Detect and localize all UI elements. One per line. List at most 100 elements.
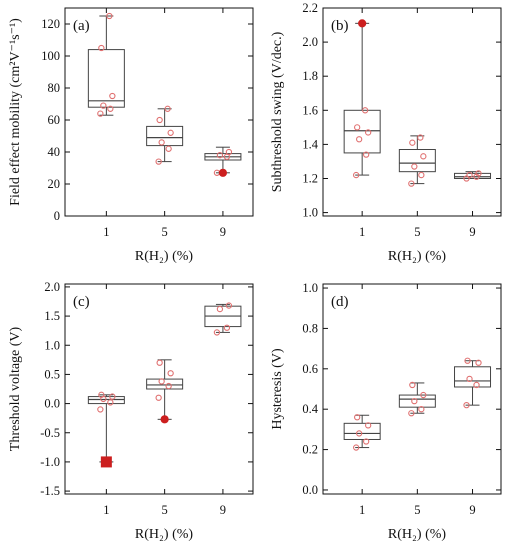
data-point <box>107 105 114 112</box>
y-axis-title: Threshold voltage (V) <box>8 326 23 451</box>
data-point <box>362 107 369 114</box>
y-tick-label: 0.0 <box>44 397 60 411</box>
data-point <box>106 12 113 20</box>
data-point <box>365 129 372 136</box>
box <box>146 378 184 390</box>
data-point <box>356 136 363 143</box>
data-point <box>363 438 370 445</box>
y-axis-title: Subthreshold swing (V/dec.) <box>270 31 285 192</box>
data-point <box>353 444 360 451</box>
y-tick-label: 1.0 <box>302 281 318 295</box>
chart-panel-b: 1.0 1.2 1.4 1.6 1.8 2.0 2.2 1 5 9 R(H₂) (%) Subthre… <box>270 1 502 264</box>
data-point <box>158 139 165 146</box>
data-point <box>97 406 104 413</box>
y-tick-label: 0.6 <box>302 362 318 376</box>
box <box>343 422 381 440</box>
y-tick-label: 1.5 <box>44 309 60 323</box>
data-point <box>164 105 171 112</box>
data-point <box>365 422 372 429</box>
y-tick-label: 120 <box>41 17 60 31</box>
box <box>146 125 184 147</box>
x-tick-label: 5 <box>414 225 420 239</box>
data-point <box>418 171 425 179</box>
x-tick-label: 1 <box>103 503 109 517</box>
data-point <box>409 381 416 389</box>
y-tick-label: 0.5 <box>44 367 60 381</box>
data-point <box>155 394 162 401</box>
y-tick-label: 2.0 <box>44 280 60 294</box>
y-tick-label: 0.4 <box>302 402 318 416</box>
data-point <box>107 399 114 406</box>
y-tick-label: -1.0 <box>40 455 60 469</box>
x-axis-title: R(H₂) (%) <box>388 249 446 264</box>
data-point <box>213 329 221 336</box>
box-group <box>146 105 184 165</box>
panel-label: (a) <box>73 18 90 34</box>
plot-frame <box>322 283 502 495</box>
y-tick-label: 1.0 <box>44 338 60 352</box>
y-tick-label: 1.4 <box>302 137 318 151</box>
data-point <box>473 381 480 389</box>
y-tick-label: 60 <box>48 113 61 127</box>
data-point <box>475 359 482 366</box>
data-point <box>463 402 470 409</box>
outlier-point <box>358 19 367 28</box>
data-point <box>354 124 361 131</box>
data-point <box>165 382 172 390</box>
box-group <box>454 357 492 409</box>
data-point <box>225 302 233 309</box>
box <box>398 149 436 173</box>
box-group <box>454 170 492 182</box>
y-tick-label: 0.0 <box>302 483 318 497</box>
data-point <box>363 151 370 158</box>
data-point <box>408 410 415 417</box>
outlier-point <box>218 168 228 177</box>
x-axis-title: R(H₂) (%) <box>135 527 193 542</box>
box-group <box>204 302 242 336</box>
data-point <box>98 44 105 52</box>
data-point <box>466 171 473 179</box>
x-tick-label: 9 <box>220 225 226 239</box>
data-point <box>408 180 415 187</box>
data-point <box>109 92 116 100</box>
data-point <box>466 375 473 383</box>
data-point <box>225 148 233 156</box>
x-tick-label: 5 <box>162 225 168 239</box>
y-tick-label: 80 <box>48 81 61 95</box>
x-tick-label: 9 <box>469 225 475 239</box>
plot-frame <box>322 7 502 217</box>
box <box>454 366 492 388</box>
x-tick-label: 1 <box>103 225 109 239</box>
y-tick-label: 1.6 <box>302 103 318 117</box>
box-group <box>87 12 125 117</box>
y-axis-title: Field effect mobility (cm²V⁻¹s⁻¹) <box>8 18 23 206</box>
data-point <box>216 152 224 159</box>
data-point <box>354 414 361 421</box>
x-tick-label: 1 <box>359 503 365 517</box>
x-tick-label: 1 <box>359 225 365 239</box>
data-point <box>353 171 360 179</box>
y-tick-label: 2.2 <box>302 1 318 15</box>
data-point <box>475 170 482 177</box>
box-group <box>87 391 125 468</box>
box-group <box>343 414 381 451</box>
data-point <box>167 129 174 136</box>
box-group <box>398 134 436 187</box>
panel-label: (c) <box>73 294 90 310</box>
x-axis-title: R(H₂) (%) <box>135 249 193 264</box>
data-point <box>223 324 231 331</box>
y-tick-label: 20 <box>48 177 61 191</box>
data-point <box>356 430 363 437</box>
y-tick-label: 0.2 <box>302 443 318 457</box>
chart-panel-d: 0.0 0.2 0.4 0.6 0.8 1.0 1 5 9 R(H₂) (%) Hysteresis… <box>270 281 502 542</box>
y-tick-label: -1.5 <box>40 484 60 498</box>
data-point <box>464 357 471 364</box>
data-point <box>155 158 162 165</box>
y-tick-label: 0.8 <box>302 321 318 335</box>
y-tick-label: 1.2 <box>302 171 318 185</box>
x-tick-label: 9 <box>469 503 475 517</box>
panel-label: (b) <box>331 18 349 34</box>
chart-panel-a: 0 20 40 60 80 100 120 1 5 9 R(H₂) (%) Field effect … <box>8 7 254 264</box>
y-tick-label: -0.5 <box>40 426 60 440</box>
